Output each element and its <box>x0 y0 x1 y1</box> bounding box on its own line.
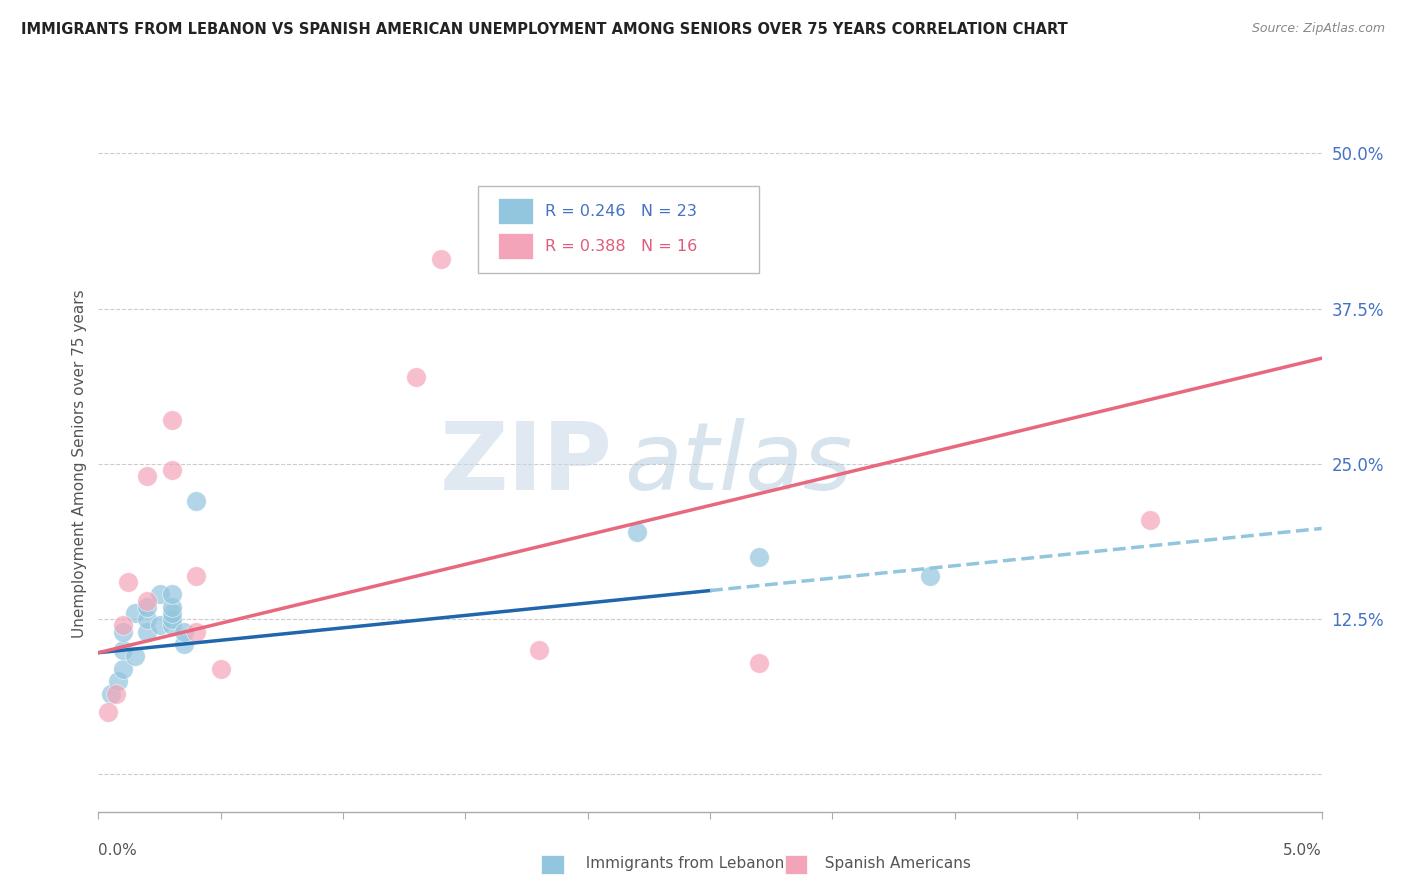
Point <box>149 587 172 601</box>
Point <box>209 662 232 676</box>
Point <box>626 525 648 540</box>
Point <box>920 568 942 582</box>
Point <box>160 618 183 632</box>
Text: R = 0.246   N = 23: R = 0.246 N = 23 <box>546 203 697 219</box>
Point <box>104 687 127 701</box>
FancyBboxPatch shape <box>498 233 533 260</box>
Text: IMMIGRANTS FROM LEBANON VS SPANISH AMERICAN UNEMPLOYMENT AMONG SENIORS OVER 75 Y: IMMIGRANTS FROM LEBANON VS SPANISH AMERI… <box>21 22 1067 37</box>
Point <box>136 469 159 483</box>
Point <box>117 574 139 589</box>
Text: 5.0%: 5.0% <box>1282 843 1322 858</box>
Text: ZIP: ZIP <box>439 417 612 510</box>
Point <box>527 643 550 657</box>
Point <box>136 593 159 607</box>
Point <box>430 252 453 266</box>
Point <box>748 549 770 564</box>
Point <box>186 494 208 508</box>
Point <box>111 662 134 676</box>
Point <box>748 656 770 670</box>
Point <box>160 606 183 620</box>
Point <box>107 674 129 689</box>
Point <box>100 687 122 701</box>
Text: 0.0%: 0.0% <box>98 843 138 858</box>
Point <box>124 606 146 620</box>
Point <box>136 612 159 626</box>
Text: Spanish Americans: Spanish Americans <box>815 856 972 871</box>
Point <box>160 413 183 427</box>
Point <box>97 706 120 720</box>
Point <box>186 568 208 582</box>
Point <box>160 587 183 601</box>
Point <box>1139 513 1161 527</box>
Point <box>173 624 195 639</box>
Point <box>160 463 183 477</box>
Text: atlas: atlas <box>624 418 852 509</box>
FancyBboxPatch shape <box>478 186 759 273</box>
Point <box>111 643 134 657</box>
Text: Source: ZipAtlas.com: Source: ZipAtlas.com <box>1251 22 1385 36</box>
Point <box>160 612 183 626</box>
Text: Immigrants from Lebanon: Immigrants from Lebanon <box>576 856 785 871</box>
Text: R = 0.388   N = 16: R = 0.388 N = 16 <box>546 238 697 253</box>
Point <box>186 624 208 639</box>
FancyBboxPatch shape <box>498 198 533 225</box>
Point <box>173 637 195 651</box>
Point <box>149 618 172 632</box>
Point <box>405 369 427 384</box>
Point <box>111 624 134 639</box>
Point <box>160 599 183 614</box>
Point <box>124 649 146 664</box>
Point <box>136 624 159 639</box>
Point <box>111 618 134 632</box>
Point <box>136 599 159 614</box>
Y-axis label: Unemployment Among Seniors over 75 years: Unemployment Among Seniors over 75 years <box>72 290 87 638</box>
